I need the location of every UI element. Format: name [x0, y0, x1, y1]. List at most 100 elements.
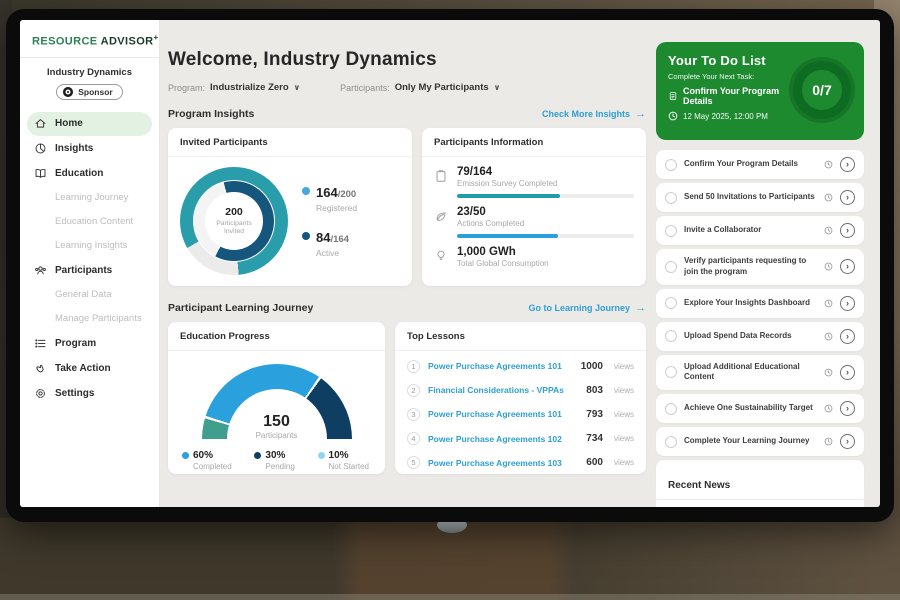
- task-upload-educational-content[interactable]: Upload Additional Educational Content ›: [656, 354, 864, 391]
- task-upload-spend-data[interactable]: Upload Spend Data Records ›: [656, 321, 864, 351]
- sponsor-badge-label: Sponsor: [78, 86, 113, 97]
- clock-icon: [824, 404, 833, 413]
- sidebar-item-education[interactable]: Education: [20, 161, 159, 186]
- task-checkbox[interactable]: [665, 260, 677, 273]
- task-complete-learning-journey[interactable]: Complete Your Learning Journey ›: [656, 427, 864, 457]
- donut-legend: 164/200 Registered 84/164 Active: [302, 184, 357, 258]
- lesson-row[interactable]: 4 Power Purchase Agreements 102 734 views: [407, 427, 634, 451]
- sidebar-item-home[interactable]: Home: [27, 111, 152, 136]
- sidebar-item-general-data[interactable]: General Data: [55, 289, 112, 301]
- invited-participants-card: Invited Participants 200 Participants In…: [168, 128, 412, 286]
- task-send-invitations[interactable]: Send 50 Invitations to Participants ›: [656, 183, 864, 212]
- todo-subtitle: Complete Your Next Task:: [668, 72, 755, 81]
- go-to-learning-journey-link[interactable]: Go to Learning Journey →: [528, 301, 646, 314]
- donut-center-label: Participants Invited: [216, 219, 252, 235]
- education-gauge-chart: 150 Participants: [201, 364, 352, 440]
- clock-icon: [824, 299, 833, 307]
- page-title: Welcome, Industry Dynamics: [168, 49, 437, 70]
- sidebar: RESOURCE ADVISOR+ Industry Dynamics Spon…: [20, 20, 160, 507]
- participants-icon: [35, 266, 46, 275]
- legend-active: 84/164 Active: [302, 229, 357, 258]
- sidebar-item-manage-participants[interactable]: Manage Participants: [55, 313, 142, 325]
- task-checkbox[interactable]: [665, 191, 677, 204]
- lesson-row[interactable]: 1 Power Purchase Agreements 101 1000 view…: [407, 354, 634, 378]
- lightbulb-icon: [437, 250, 445, 261]
- sidebar-item-insights[interactable]: Insights: [20, 136, 159, 161]
- sidebar-item-participants[interactable]: Participants: [20, 258, 159, 283]
- lesson-row[interactable]: 3 Power Purchase Agreements 101 793 views: [407, 402, 634, 426]
- task-checkbox[interactable]: [665, 297, 677, 310]
- sidebar-item-education-content[interactable]: Education Content: [55, 216, 134, 228]
- task-checkbox[interactable]: [665, 224, 677, 237]
- arrow-right-icon: →: [635, 301, 646, 314]
- legend-dot: [302, 187, 310, 195]
- sidebar-item-settings[interactable]: Settings: [20, 381, 159, 406]
- chevron-right-icon[interactable]: ›: [840, 434, 855, 450]
- program-insights-header: Program Insights Check More Insights →: [168, 108, 646, 120]
- todo-progress-ring: 0/7: [793, 61, 851, 119]
- card-title: Invited Participants: [168, 128, 412, 157]
- sidebar-item-learning-insights[interactable]: Learning Insights: [55, 240, 128, 252]
- arrow-right-icon: →: [635, 107, 646, 120]
- clock-icon: [668, 111, 678, 121]
- chevron-right-icon[interactable]: ›: [840, 223, 855, 238]
- task-achieve-sustainability-target[interactable]: Achieve One Sustainability Target ›: [656, 394, 864, 424]
- chevron-right-icon[interactable]: ›: [840, 259, 855, 275]
- main-content: Welcome, Industry Dynamics Program: Indu…: [168, 20, 646, 474]
- gauge-legend: 60% Completed 30% Pending 10% Not Starte…: [168, 450, 385, 471]
- chevron-right-icon[interactable]: ›: [840, 157, 855, 172]
- clock-icon: [824, 262, 833, 271]
- todo-due-date: 12 May 2025, 12:00 PM: [668, 111, 852, 121]
- chevron-right-icon[interactable]: ›: [840, 295, 855, 311]
- learning-cards: Education Progress 150 Participants 60: [168, 322, 646, 474]
- task-checkbox[interactable]: [665, 402, 677, 415]
- chevron-down-icon: ∨: [493, 83, 501, 92]
- gear-icon: [36, 388, 45, 398]
- emission-survey-stat: 79/164 Emission Survey Completed: [434, 166, 634, 198]
- task-checkbox[interactable]: [665, 366, 677, 379]
- task-explore-insights[interactable]: Explore Your Insights Dashboard ›: [656, 288, 864, 318]
- sponsor-badge-icon: [63, 86, 74, 97]
- chevron-right-icon[interactable]: ›: [840, 364, 855, 380]
- app-logo[interactable]: RESOURCE ADVISOR+: [20, 20, 159, 58]
- logo-secondary: ADVISOR: [100, 35, 154, 48]
- gauge-center-label: Participants: [255, 431, 298, 440]
- monitor-frame: RESOURCE ADVISOR+ Industry Dynamics Spon…: [6, 9, 894, 522]
- legend-dot: [254, 452, 262, 459]
- progress-bar: [457, 234, 634, 238]
- lesson-row[interactable]: 2 Financial Considerations - VPPAs 803 vi…: [407, 378, 634, 402]
- chevron-down-icon: ∨: [293, 83, 301, 92]
- todo-next-task[interactable]: Confirm Your Program Details: [668, 86, 798, 106]
- participants-filter[interactable]: Participants: Only My Participants ∨: [340, 82, 501, 93]
- chevron-right-icon[interactable]: ›: [840, 190, 855, 205]
- book-icon: [35, 168, 46, 178]
- task-invite-collaborator[interactable]: Invite a Collaborator ›: [656, 216, 864, 245]
- legend-registered: 164/200 Registered: [302, 184, 357, 213]
- task-checkbox[interactable]: [665, 158, 677, 171]
- participants-information-card: Participants Information 79/164 Emission…: [422, 128, 646, 286]
- section-title: Participant Learning Journey: [168, 302, 314, 314]
- task-confirm-program-details[interactable]: Confirm Your Program Details ›: [656, 150, 864, 179]
- task-checkbox[interactable]: [665, 435, 677, 448]
- task-checkbox[interactable]: [665, 330, 677, 343]
- task-verify-participants[interactable]: Verify participants requesting to join t…: [656, 249, 864, 285]
- donut-center-value: 200: [225, 205, 243, 218]
- clock-icon: [824, 160, 833, 169]
- sidebar-item-program[interactable]: Program: [20, 331, 159, 356]
- chevron-right-icon[interactable]: ›: [840, 401, 855, 417]
- logo-plus: +: [153, 33, 159, 42]
- recent-news-card: Recent News: [656, 470, 864, 507]
- chevron-right-icon[interactable]: ›: [840, 328, 855, 344]
- legend-pending: 30% Pending: [254, 450, 295, 471]
- todo-hero-card: Your To Do List Complete Your Next Task:…: [656, 42, 864, 140]
- sidebar-item-learning-journey[interactable]: Learning Journey: [55, 192, 129, 204]
- logo-primary: RESOURCE: [32, 35, 98, 48]
- todo-title: Your To Do List: [668, 53, 766, 68]
- check-more-insights-link[interactable]: Check More Insights →: [541, 107, 646, 120]
- gauge-center-value: 150: [263, 413, 290, 430]
- program-filter[interactable]: Program: Industrialize Zero ∨: [168, 82, 301, 93]
- lesson-row[interactable]: 5 Power Purchase Agreements 103 600 views: [407, 451, 634, 475]
- actions-completed-stat: 23/50 Actions Completed: [434, 206, 634, 238]
- sidebar-item-take-action[interactable]: Take Action: [20, 356, 159, 381]
